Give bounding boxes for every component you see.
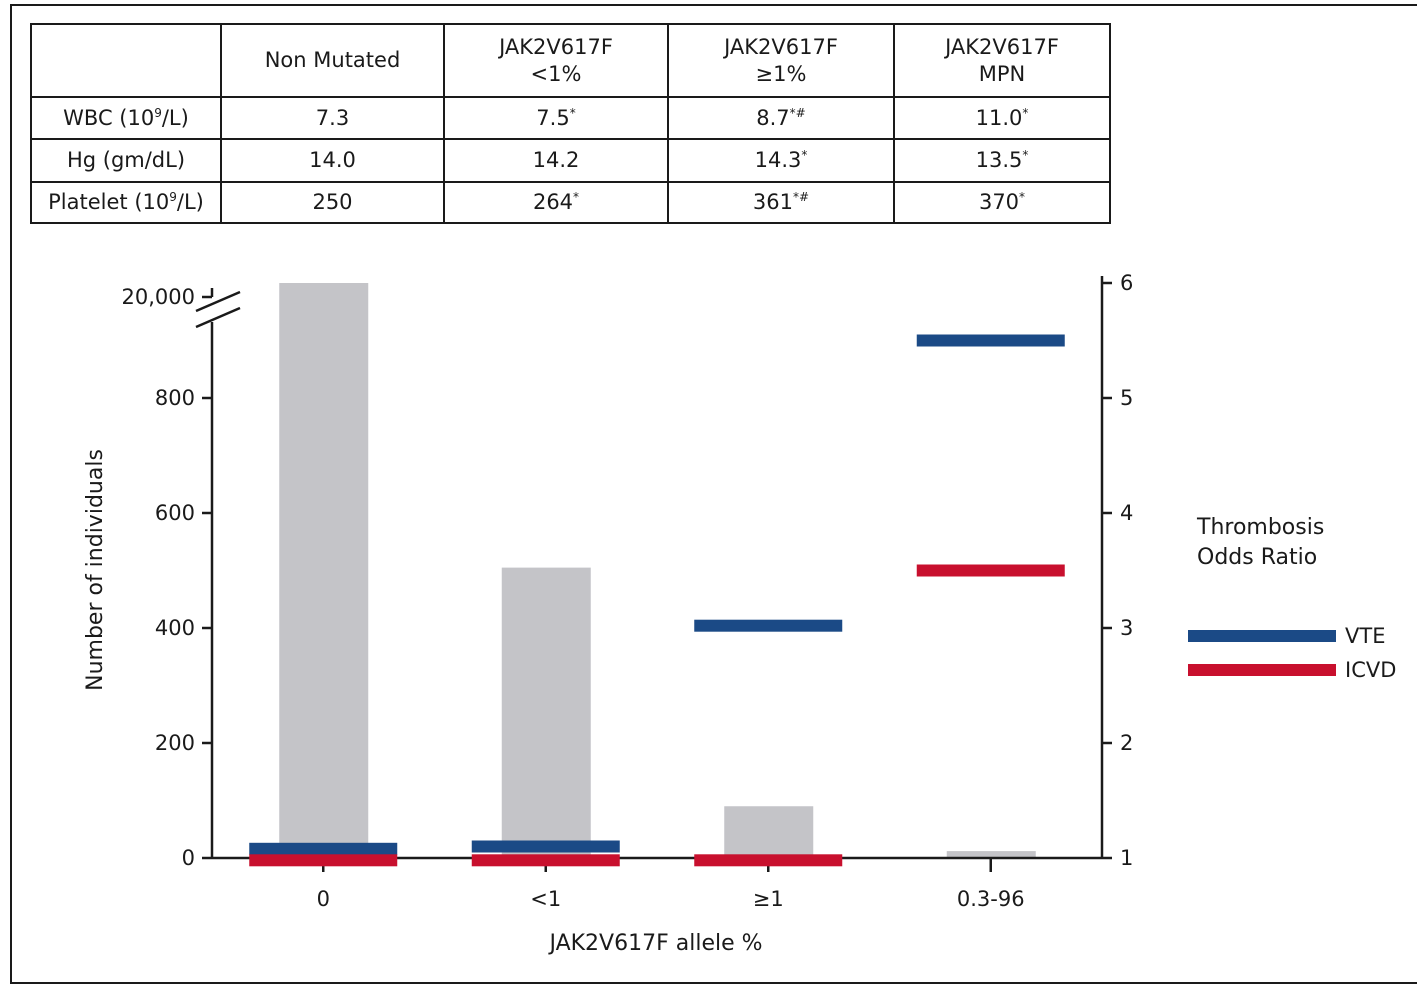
left-tick-label-break: 20,000: [122, 285, 195, 309]
count-bar-1: [501, 567, 591, 858]
left-tick-label: 200: [155, 731, 195, 755]
table-cell: 14.2: [443, 138, 669, 183]
left-tick-label: 400: [155, 616, 195, 640]
table-row: WBC (109/L) 7.3 7.5* 8.7*# 11.0*: [30, 96, 1111, 140]
axis-break-mark-lower: [195, 306, 241, 329]
count-bar-3: [946, 851, 1036, 858]
significance-marker: *: [569, 105, 576, 120]
table-cell: 11.0*: [893, 96, 1111, 140]
row-label-superscript: 9: [154, 105, 162, 120]
odds-ratio-vte-2: [694, 619, 843, 632]
odds-ratio-icvd-1: [471, 854, 620, 867]
axis-break-mark-upper: [195, 290, 241, 313]
table-cell: 7.5*: [443, 96, 669, 140]
header-cell-0: [30, 23, 222, 98]
right-tick-label: 2: [1120, 731, 1133, 755]
x-tick-label: <1: [530, 887, 561, 911]
row-label-superscript: 9: [169, 190, 177, 205]
table-cell: 14.0: [220, 138, 445, 183]
right-tick-label: 3: [1120, 616, 1133, 640]
legend-title: Odds Ratio: [1197, 545, 1317, 570]
significance-marker: *: [801, 148, 808, 163]
header-cell-3: JAK2V617F ≥1%: [667, 23, 895, 98]
significance-marker: *: [1022, 148, 1029, 163]
significance-marker: *#: [789, 105, 806, 120]
x-tick-label: ≥1: [753, 887, 784, 911]
table-cell: 250: [220, 181, 445, 224]
table-cell: 264*: [443, 181, 669, 224]
right-tick-label: 6: [1120, 271, 1133, 295]
table-header-row: Non Mutated JAK2V617F <1% JAK2V617F ≥1% JAK2V…: [30, 23, 1111, 98]
row-label: Platelet (109/L): [30, 181, 222, 224]
legend-label-icvd: ICVD: [1345, 658, 1396, 682]
significance-marker: *#: [793, 190, 810, 205]
table-row: Platelet (109/L) 250 264* 361*# 370*: [30, 181, 1111, 224]
table-cell: 370*: [893, 181, 1111, 224]
table-cell: 7.3: [220, 96, 445, 140]
right-tick-label: 5: [1120, 386, 1133, 410]
left-tick-label: 800: [155, 386, 195, 410]
right-tick-label: 4: [1120, 501, 1133, 525]
table-row: Hg (gm/dL) 14.0 14.2 14.3* 13.5*: [30, 138, 1111, 183]
legend-label-vte: VTE: [1345, 624, 1385, 648]
odds-ratio-icvd-2: [694, 854, 843, 867]
row-label: Hg (gm/dL): [30, 138, 222, 183]
count-bar-2: [724, 806, 814, 858]
significance-marker: *: [1019, 190, 1026, 205]
legend-title: Thrombosis: [1196, 515, 1324, 540]
legend-swatch-vte: [1188, 630, 1336, 642]
odds-ratio-vte-0: [249, 842, 398, 855]
legend-swatch-icvd: [1188, 664, 1336, 676]
left-tick-label: 0: [182, 846, 195, 870]
y-axis-title: Number of individuals: [83, 449, 108, 691]
table-cell: 361*#: [667, 181, 895, 224]
x-axis-title: JAK2V617F allele %: [547, 931, 762, 956]
header-cell-4: JAK2V617F MPN: [893, 23, 1111, 98]
count-bar-0: [279, 283, 369, 858]
left-tick-label: 600: [155, 501, 195, 525]
odds-ratio-icvd-0: [249, 854, 398, 867]
table-cell: 14.3*: [667, 138, 895, 183]
significance-marker: *: [1022, 105, 1029, 120]
header-cell-1: Non Mutated: [220, 23, 445, 98]
significance-marker: *: [573, 190, 580, 205]
row-label: WBC (109/L): [30, 96, 222, 140]
x-tick-label: 0: [317, 887, 330, 911]
odds-ratio-vte-1: [471, 840, 620, 853]
blood-counts-table: Non Mutated JAK2V617F <1% JAK2V617F ≥1% JAK2V…: [30, 23, 1111, 224]
odds-ratio-vte-3: [916, 334, 1065, 347]
header-cell-2: JAK2V617F <1%: [443, 23, 669, 98]
right-tick-label: 1: [1120, 846, 1133, 870]
table-cell: 13.5*: [893, 138, 1111, 183]
table-cell: 8.7*#: [667, 96, 895, 140]
x-tick-label: 0.3-96: [957, 887, 1025, 911]
odds-ratio-icvd-3: [916, 564, 1065, 577]
